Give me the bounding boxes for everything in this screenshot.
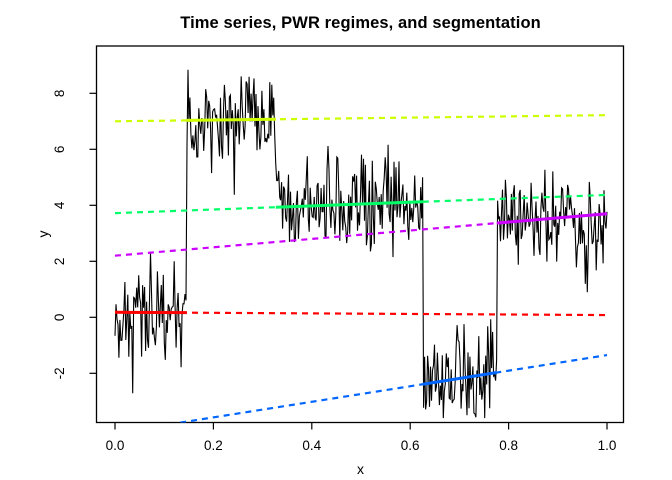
regime-2-solid-line	[186, 117, 276, 122]
time-series-line	[114, 69, 608, 419]
plot-box	[95, 45, 625, 424]
regime-1-dashed-line	[114, 311, 608, 317]
x-tick-label: 0.6	[401, 438, 420, 453]
chart-title: Time series, PWR regimes, and segmentati…	[180, 14, 541, 32]
x-axis-label: x	[357, 461, 364, 477]
x-tick-label: 0.2	[204, 438, 223, 453]
y-tick-label: 2	[52, 258, 67, 266]
data-layer	[114, 69, 608, 423]
x-tick-label: 0.8	[499, 438, 518, 453]
regime-4-solid-line	[422, 371, 498, 386]
regime-4-dashed-line	[173, 354, 608, 423]
y-tick-label: 4	[52, 201, 67, 209]
y-tick-label: 8	[52, 90, 67, 98]
x-tick-label: 0.4	[302, 438, 321, 453]
y-tick-label: 0	[52, 314, 67, 322]
x-tick-label: 0.0	[106, 438, 125, 453]
x-tick-label: 1.0	[598, 438, 617, 453]
regime-3-solid-line	[275, 200, 424, 209]
regime-5-solid-line	[496, 212, 608, 225]
y-tick-label: 6	[52, 146, 67, 154]
y-tick-label: -2	[52, 367, 67, 379]
